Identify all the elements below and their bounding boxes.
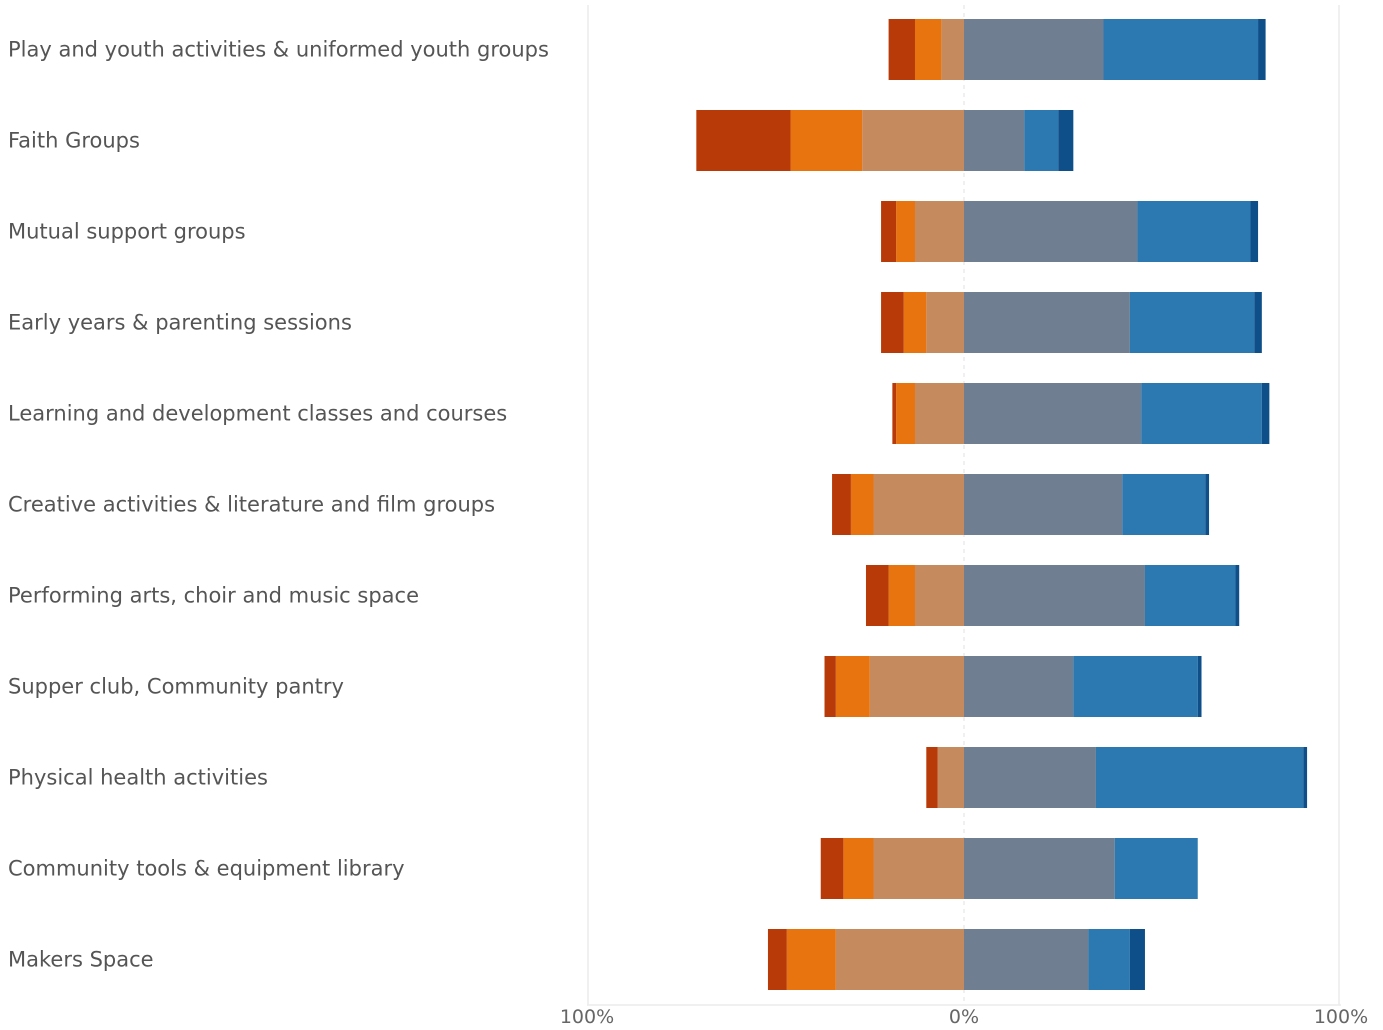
bar-segment-pos-2-row-3 [1254, 292, 1262, 353]
bar-segment-neg-1-row-5 [850, 474, 874, 535]
bar-segment-pos-0-row-6 [964, 565, 1145, 626]
bar-segment-pos-2-row-10 [1129, 929, 1145, 990]
bar-segment-neg-2-row-4 [914, 383, 964, 444]
category-label-10: Makers Space [8, 948, 154, 972]
bar-segment-pos-1-row-9 [1114, 838, 1198, 899]
bar-segment-pos-2-row-5 [1205, 474, 1210, 535]
x-tick-label-2: 100% [1314, 1006, 1368, 1028]
bar-segment-neg-2-row-9 [873, 838, 964, 899]
bar-segment-neg-2-row-7 [869, 656, 964, 717]
bar-segments [696, 19, 1308, 990]
bar-segment-pos-0-row-5 [964, 474, 1123, 535]
bar-segment-pos-2-row-8 [1303, 747, 1308, 808]
category-label-6: Performing arts, choir and music space [8, 584, 419, 608]
bar-segment-pos-0-row-1 [964, 110, 1025, 171]
bar-segment-neg-1-row-9 [843, 838, 874, 899]
bar-segment-neg-0-row-1 [696, 110, 791, 171]
bar-segment-pos-1-row-5 [1122, 474, 1206, 535]
bar-segment-neg-2-row-10 [835, 929, 964, 990]
category-label-4: Learning and development classes and cou… [8, 402, 507, 426]
bar-segment-neg-1-row-3 [903, 292, 927, 353]
bar-segment-neg-1-row-4 [896, 383, 915, 444]
bar-segment-pos-2-row-0 [1258, 19, 1266, 80]
bar-segment-neg-2-row-6 [914, 565, 964, 626]
bar-segment-neg-0-row-7 [824, 656, 836, 717]
category-label-2: Mutual support groups [8, 220, 246, 244]
bar-segment-pos-1-row-7 [1073, 656, 1198, 717]
bar-segment-neg-0-row-0 [888, 19, 915, 80]
bar-segment-pos-1-row-8 [1095, 747, 1304, 808]
x-axis-ticks: 100% 0% 100% [560, 1006, 1368, 1028]
bar-segment-neg-0-row-4 [892, 383, 897, 444]
bar-segment-pos-0-row-8 [964, 747, 1096, 808]
bar-segment-pos-0-row-4 [964, 383, 1142, 444]
bar-segment-neg-0-row-10 [767, 929, 787, 990]
bar-segment-neg-0-row-6 [865, 565, 889, 626]
category-labels: Play and youth activities & uniformed yo… [8, 38, 549, 972]
bar-segment-pos-0-row-2 [964, 201, 1138, 262]
bar-segment-pos-2-row-4 [1261, 383, 1270, 444]
bar-segment-neg-0-row-2 [881, 201, 897, 262]
bar-segment-neg-0-row-8 [926, 747, 938, 808]
bar-segment-pos-0-row-9 [964, 838, 1115, 899]
bar-segment-pos-1-row-2 [1137, 201, 1251, 262]
bar-segment-neg-1-row-10 [786, 929, 836, 990]
category-label-8: Physical health activities [8, 766, 268, 790]
bar-segment-pos-2-row-1 [1058, 110, 1074, 171]
bar-segment-pos-1-row-10 [1088, 929, 1130, 990]
bar-segment-neg-1-row-7 [835, 656, 870, 717]
bar-segment-neg-1-row-6 [888, 565, 915, 626]
bar-segment-pos-2-row-6 [1235, 565, 1240, 626]
bar-segment-neg-1-row-0 [914, 19, 942, 80]
bar-segment-neg-2-row-2 [914, 201, 964, 262]
bar-segment-neg-0-row-9 [820, 838, 844, 899]
category-label-7: Supper club, Community pantry [8, 675, 344, 699]
bar-segment-pos-1-row-4 [1141, 383, 1262, 444]
bar-segment-pos-0-row-0 [964, 19, 1104, 80]
bar-segment-neg-2-row-3 [926, 292, 964, 353]
bar-segment-neg-0-row-5 [832, 474, 851, 535]
bar-segment-pos-1-row-0 [1103, 19, 1259, 80]
bar-segment-pos-1-row-1 [1024, 110, 1059, 171]
bar-segment-pos-0-row-7 [964, 656, 1074, 717]
bar-segment-neg-2-row-5 [873, 474, 964, 535]
bar-segment-neg-2-row-1 [862, 110, 964, 171]
x-tick-label-0: 100% [560, 1006, 614, 1028]
bar-segment-pos-1-row-6 [1144, 565, 1236, 626]
bar-segment-neg-2-row-8 [937, 747, 964, 808]
bar-segment-pos-0-row-10 [964, 929, 1089, 990]
bar-segment-pos-2-row-7 [1197, 656, 1202, 717]
bar-segment-neg-1-row-2 [896, 201, 915, 262]
category-label-1: Faith Groups [8, 129, 140, 153]
x-tick-label-1: 0% [949, 1006, 979, 1028]
bar-segment-neg-1-row-1 [790, 110, 863, 171]
bar-segment-neg-2-row-0 [941, 19, 964, 80]
bar-segment-pos-2-row-2 [1250, 201, 1259, 262]
category-label-9: Community tools & equipment library [8, 857, 405, 881]
category-label-0: Play and youth activities & uniformed yo… [8, 38, 549, 62]
bar-segment-neg-0-row-3 [881, 292, 904, 353]
bar-segment-pos-1-row-3 [1129, 292, 1255, 353]
bar-segment-pos-0-row-3 [964, 292, 1130, 353]
category-label-5: Creative activities & literature and fil… [8, 493, 495, 517]
category-label-3: Early years & parenting sessions [8, 311, 352, 335]
